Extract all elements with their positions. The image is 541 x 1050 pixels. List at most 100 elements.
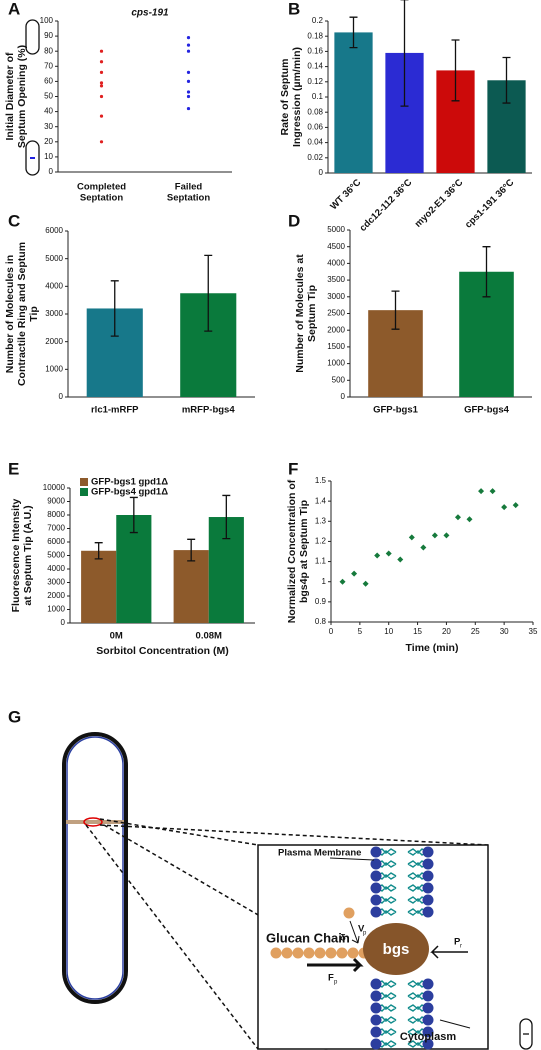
glucan-unit bbox=[336, 947, 348, 959]
bar bbox=[334, 32, 373, 174]
lipid-head bbox=[370, 846, 382, 858]
glucan-unit bbox=[325, 947, 337, 959]
x-tick-label: WT 36°C bbox=[328, 177, 363, 212]
label-v-sub: p bbox=[363, 931, 367, 937]
y-tick-label: 7000 bbox=[47, 524, 65, 533]
legend-swatch bbox=[80, 478, 88, 486]
y-tick-label: 1.1 bbox=[315, 557, 327, 566]
lipid-head bbox=[370, 882, 382, 894]
y-tick-label: 1.5 bbox=[315, 476, 327, 485]
y-tick-label: 0 bbox=[61, 618, 66, 627]
panel-label: D bbox=[288, 211, 300, 230]
y-tick-label: 1.2 bbox=[315, 537, 327, 546]
glucan-unit bbox=[303, 947, 315, 959]
y-tick-label: 1.3 bbox=[315, 516, 327, 525]
point bbox=[351, 570, 358, 577]
y-tick-label: 9000 bbox=[47, 497, 65, 506]
y-tick-label: 3000 bbox=[47, 578, 65, 587]
y-tick-label: 90 bbox=[44, 31, 53, 40]
lipid-head bbox=[370, 870, 382, 882]
error-bar bbox=[94, 542, 103, 560]
panel-label: C bbox=[8, 211, 20, 230]
y-axis-label: Number of Molecules atSeptum Tip bbox=[294, 254, 318, 373]
label-plasma-membrane: Plasma Membrane bbox=[278, 848, 361, 859]
point bbox=[186, 79, 191, 83]
y-tick-label: 3000 bbox=[45, 309, 63, 318]
lipid-head bbox=[370, 906, 382, 918]
point bbox=[99, 81, 104, 85]
point bbox=[385, 550, 392, 557]
label-v: V bbox=[358, 924, 365, 935]
lipid-head bbox=[370, 978, 382, 990]
legend-swatch bbox=[80, 488, 88, 496]
point bbox=[186, 43, 191, 47]
y-tick-label: 2000 bbox=[45, 337, 63, 346]
panel-label: G bbox=[8, 707, 21, 726]
lipid-head bbox=[422, 846, 434, 858]
y-tick-label: 0.9 bbox=[315, 597, 327, 606]
glucan-unit bbox=[292, 947, 304, 959]
lipid-head bbox=[370, 1026, 382, 1038]
point bbox=[478, 488, 485, 495]
glucan-unit bbox=[281, 947, 293, 959]
x-tick-label: GFP-bgs1 bbox=[373, 405, 419, 416]
error-bar bbox=[129, 496, 138, 534]
y-tick-label: 0 bbox=[319, 168, 324, 177]
lipid-head bbox=[422, 858, 434, 870]
y-axis-label: Initial Diameter ofSeptum Opening (%) bbox=[4, 45, 28, 148]
panel-label: B bbox=[288, 0, 300, 18]
y-axis-label: Rate of SeptumIngression (µm/min) bbox=[279, 47, 303, 147]
point bbox=[454, 514, 461, 521]
y-tick-label: 100 bbox=[40, 16, 54, 25]
y-tick-label: 0.08 bbox=[307, 107, 323, 116]
x-tick-label: 0 bbox=[329, 627, 334, 636]
chart-title: cps-191 bbox=[131, 8, 169, 19]
error-bar bbox=[204, 254, 213, 332]
point bbox=[186, 70, 191, 74]
error-bar bbox=[400, 0, 409, 107]
error-bar bbox=[502, 56, 511, 104]
x-tick-label: cps1-191 36°C bbox=[463, 177, 517, 231]
y-tick-label: 30 bbox=[44, 122, 53, 131]
y-tick-label: 0.12 bbox=[307, 77, 323, 86]
panel-label: E bbox=[8, 459, 19, 478]
y-tick-label: 3000 bbox=[327, 292, 345, 301]
y-tick-label: 1.4 bbox=[315, 496, 327, 505]
x-tick-label: 25 bbox=[471, 627, 480, 636]
y-tick-label: 0.06 bbox=[307, 123, 323, 132]
lipid-head bbox=[422, 1038, 434, 1050]
point bbox=[408, 534, 415, 541]
bar bbox=[81, 550, 117, 623]
error-bar bbox=[391, 290, 400, 330]
y-tick-label: 2000 bbox=[47, 591, 65, 600]
legend-label: GFP-bgs1 gpd1Δ bbox=[91, 477, 168, 488]
point bbox=[99, 60, 104, 64]
x-tick-label: 10 bbox=[384, 627, 393, 636]
point bbox=[501, 504, 508, 511]
label-bgs: bgs bbox=[383, 941, 410, 958]
point bbox=[420, 544, 427, 551]
y-tick-label: 6000 bbox=[47, 537, 65, 546]
point bbox=[99, 94, 104, 99]
label-f: F bbox=[328, 973, 334, 984]
pointer bbox=[439, 1019, 471, 1029]
lipid-head bbox=[422, 882, 434, 894]
x-tick-label: Failed Septation bbox=[167, 181, 210, 203]
point bbox=[397, 556, 404, 563]
lipid-head bbox=[422, 1014, 434, 1026]
x-axis-label: Sorbitol Concentration (M) bbox=[96, 645, 228, 657]
y-tick-label: 6000 bbox=[45, 226, 63, 235]
point bbox=[186, 106, 191, 111]
point bbox=[443, 532, 450, 539]
y-tick-label: 0.02 bbox=[307, 153, 323, 162]
x-tick-label: 20 bbox=[442, 627, 451, 636]
y-tick-label: 0.8 bbox=[315, 617, 327, 626]
x-tick-label: 30 bbox=[500, 627, 509, 636]
y-tick-label: 500 bbox=[332, 375, 346, 384]
point bbox=[99, 114, 104, 118]
x-tick-label: 0M bbox=[110, 631, 123, 642]
y-tick-label: 5000 bbox=[45, 254, 63, 263]
arrow bbox=[307, 957, 364, 973]
x-tick-label: Completed Septation bbox=[77, 181, 126, 203]
